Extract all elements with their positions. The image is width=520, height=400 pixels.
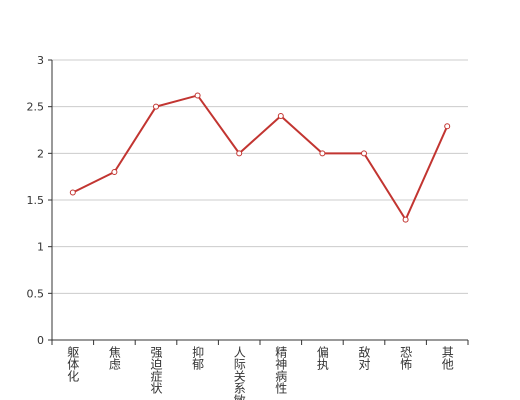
x-tick-label: 精神病性 <box>274 346 288 395</box>
y-tick-label: 0.5 <box>27 287 45 300</box>
x-tick-label: 敌对 <box>357 345 371 370</box>
x-tick-label: 抑郁 <box>191 345 205 371</box>
point <box>236 150 243 157</box>
y-tick-label: 2.5 <box>27 101 45 114</box>
x-tick-label: 强迫症状 <box>149 346 163 394</box>
point <box>402 216 409 223</box>
x-tick-label: 恐怖 <box>399 346 413 370</box>
y-tick-label: 2 <box>37 147 44 160</box>
y-tick-label: 1 <box>37 241 44 254</box>
x-tick-label: 焦虑 <box>107 346 121 370</box>
point <box>277 113 284 119</box>
x-tick-label: 其他 <box>440 346 454 370</box>
point <box>361 150 367 157</box>
point <box>111 169 118 175</box>
x-tick-label: 躯体化 <box>66 345 80 383</box>
point <box>153 103 159 110</box>
y-tick-label: 3 <box>37 54 44 67</box>
x-tick-label: 人际关系敏感 <box>232 346 246 400</box>
point <box>444 123 451 130</box>
y-tick-label: 1.5 <box>27 194 45 207</box>
line <box>72 94 449 222</box>
point <box>319 150 326 157</box>
y-tick-label: 0 <box>37 334 44 347</box>
point <box>69 189 76 196</box>
x-tick-label: 偏执 <box>315 345 329 371</box>
point <box>194 92 201 99</box>
